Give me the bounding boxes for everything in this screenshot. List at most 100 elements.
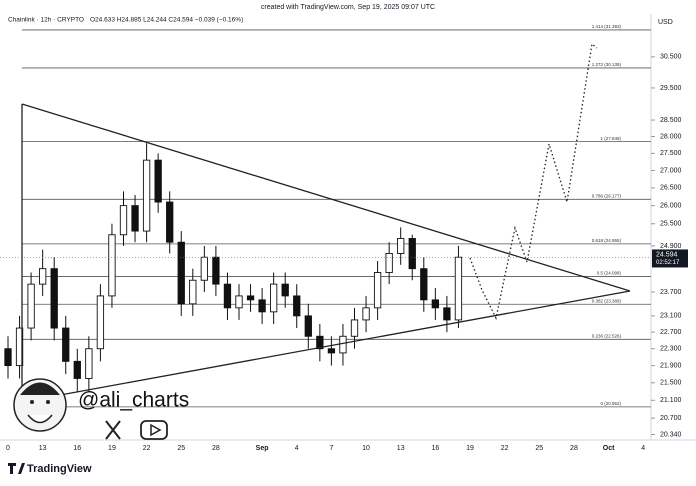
upper-trendline [21, 103, 631, 292]
candle-body [131, 205, 139, 232]
x-tick-label: 16 [431, 445, 439, 452]
fib-label: 0.618 (24.955) [592, 238, 622, 243]
x-tick-label: 13 [397, 445, 405, 452]
brand: TradingView [8, 463, 92, 475]
candles [4, 143, 463, 392]
last-price-box [652, 249, 688, 268]
candle-body [50, 268, 58, 329]
x-tick-label: 22 [501, 445, 509, 452]
x-tick-label: 28 [212, 445, 220, 452]
youtube-icon [140, 420, 168, 440]
watermark-handle: @ali_charts [78, 389, 189, 412]
y-tick-label: 29.500 [660, 85, 682, 92]
y-tick-label: 23.100 [660, 313, 682, 320]
candle-body [246, 295, 255, 301]
x-tick-label: 7 [329, 445, 333, 452]
candle-body [154, 159, 162, 203]
ohlc: O24.633 H24.885 L24.244 C24.594 −0.039 (… [90, 17, 243, 24]
countdown: 02:52:17 [656, 260, 680, 266]
watermark: @ali_charts [13, 378, 189, 440]
candle-body [212, 256, 220, 285]
candle-body [454, 256, 463, 321]
candle-body [85, 348, 93, 379]
header: created with TradingView.com, Sep 19, 20… [261, 4, 435, 11]
x-tick-label: 28 [570, 445, 578, 452]
candle-body [73, 360, 81, 379]
y-tick-label: 22.700 [660, 329, 682, 336]
x-tick-label: Sep [256, 445, 269, 452]
x-tick-label: 0 [6, 445, 10, 452]
candle-body [408, 238, 416, 270]
y-tick-label: 21.100 [660, 397, 682, 404]
candle-body [189, 279, 197, 305]
fib-label: 1.414 (31.393) [592, 24, 622, 29]
candle-body [293, 295, 301, 317]
fib-label: 0 (20.952) [600, 401, 621, 406]
candle-body [200, 256, 208, 281]
x-tick-label: 19 [466, 445, 474, 452]
y-tick-label: 22.300 [660, 346, 682, 353]
candle-body [4, 348, 12, 367]
brand-logo [8, 463, 25, 474]
y-tick-label: 23.700 [660, 289, 682, 296]
candle-body [96, 295, 105, 350]
candle-body [431, 299, 439, 309]
candle-body [270, 283, 278, 313]
x-tick-label: 13 [39, 445, 47, 452]
y-tick-label: 26.500 [660, 185, 682, 192]
avatar-hair [20, 382, 60, 395]
candle-body [108, 234, 116, 297]
fib-label: 0.786 (26.177) [592, 193, 622, 198]
y-tick-label: 20.700 [660, 415, 682, 422]
candle-body [177, 241, 185, 305]
avatar-eye [30, 400, 34, 404]
x-tick-label: 22 [143, 445, 151, 452]
candle-body [281, 283, 289, 297]
x-tick-label: 4 [295, 445, 299, 452]
candle-body [339, 335, 347, 354]
candle-body [350, 319, 359, 337]
brand-name: TradingView [27, 463, 92, 475]
axes: 30.500 29.500 28.500 28.000 27.500 27.000 26.5… [0, 54, 688, 452]
candle-body [316, 335, 324, 350]
x-tick-label: 16 [73, 445, 81, 452]
fib-label: 1.272 (30.139) [592, 62, 622, 67]
x-tick-label: 10 [362, 445, 370, 452]
fib-label: 1 (27.848) [600, 136, 621, 141]
candle-body [362, 307, 370, 321]
y-tick-label: 24.900 [660, 243, 682, 250]
candle-body [385, 252, 393, 273]
x-tick-label: 25 [535, 445, 543, 452]
candle-body [397, 238, 405, 254]
candle-body [166, 201, 174, 243]
fib-label: 0.5 (24.098) [597, 271, 622, 276]
candle-body [119, 205, 128, 236]
y-tick-label: 25.500 [660, 221, 682, 228]
candle-body [327, 348, 336, 354]
x-icon [105, 420, 121, 440]
last-price-label: 24.594 [656, 251, 678, 258]
lower-trendline [21, 290, 631, 403]
y-tick-label: 21.900 [660, 362, 682, 369]
youtube-play [150, 423, 162, 437]
candle-body [27, 283, 35, 329]
fib-label: 0.236 (22.526) [592, 334, 622, 339]
y-tick-label: 28.000 [660, 133, 682, 140]
candle-body [142, 159, 151, 232]
y-tick-label: 30.500 [660, 54, 682, 61]
candle-body [223, 283, 232, 309]
candle-body [15, 327, 24, 367]
avatar-smile [27, 414, 53, 424]
y-tick-label: 28.500 [660, 117, 682, 124]
x-tick-label: 19 [108, 445, 116, 452]
candle-body [443, 307, 451, 321]
candle-body [39, 268, 47, 285]
x-tick-label: 25 [177, 445, 185, 452]
y-tick-label: 27.500 [660, 150, 682, 157]
x-tick-label: 4 [641, 445, 645, 452]
candle-body [258, 299, 266, 313]
symbol: Chainlink · 12h · CRYPTO [8, 17, 84, 24]
y-tick-label: 27.000 [660, 167, 682, 174]
